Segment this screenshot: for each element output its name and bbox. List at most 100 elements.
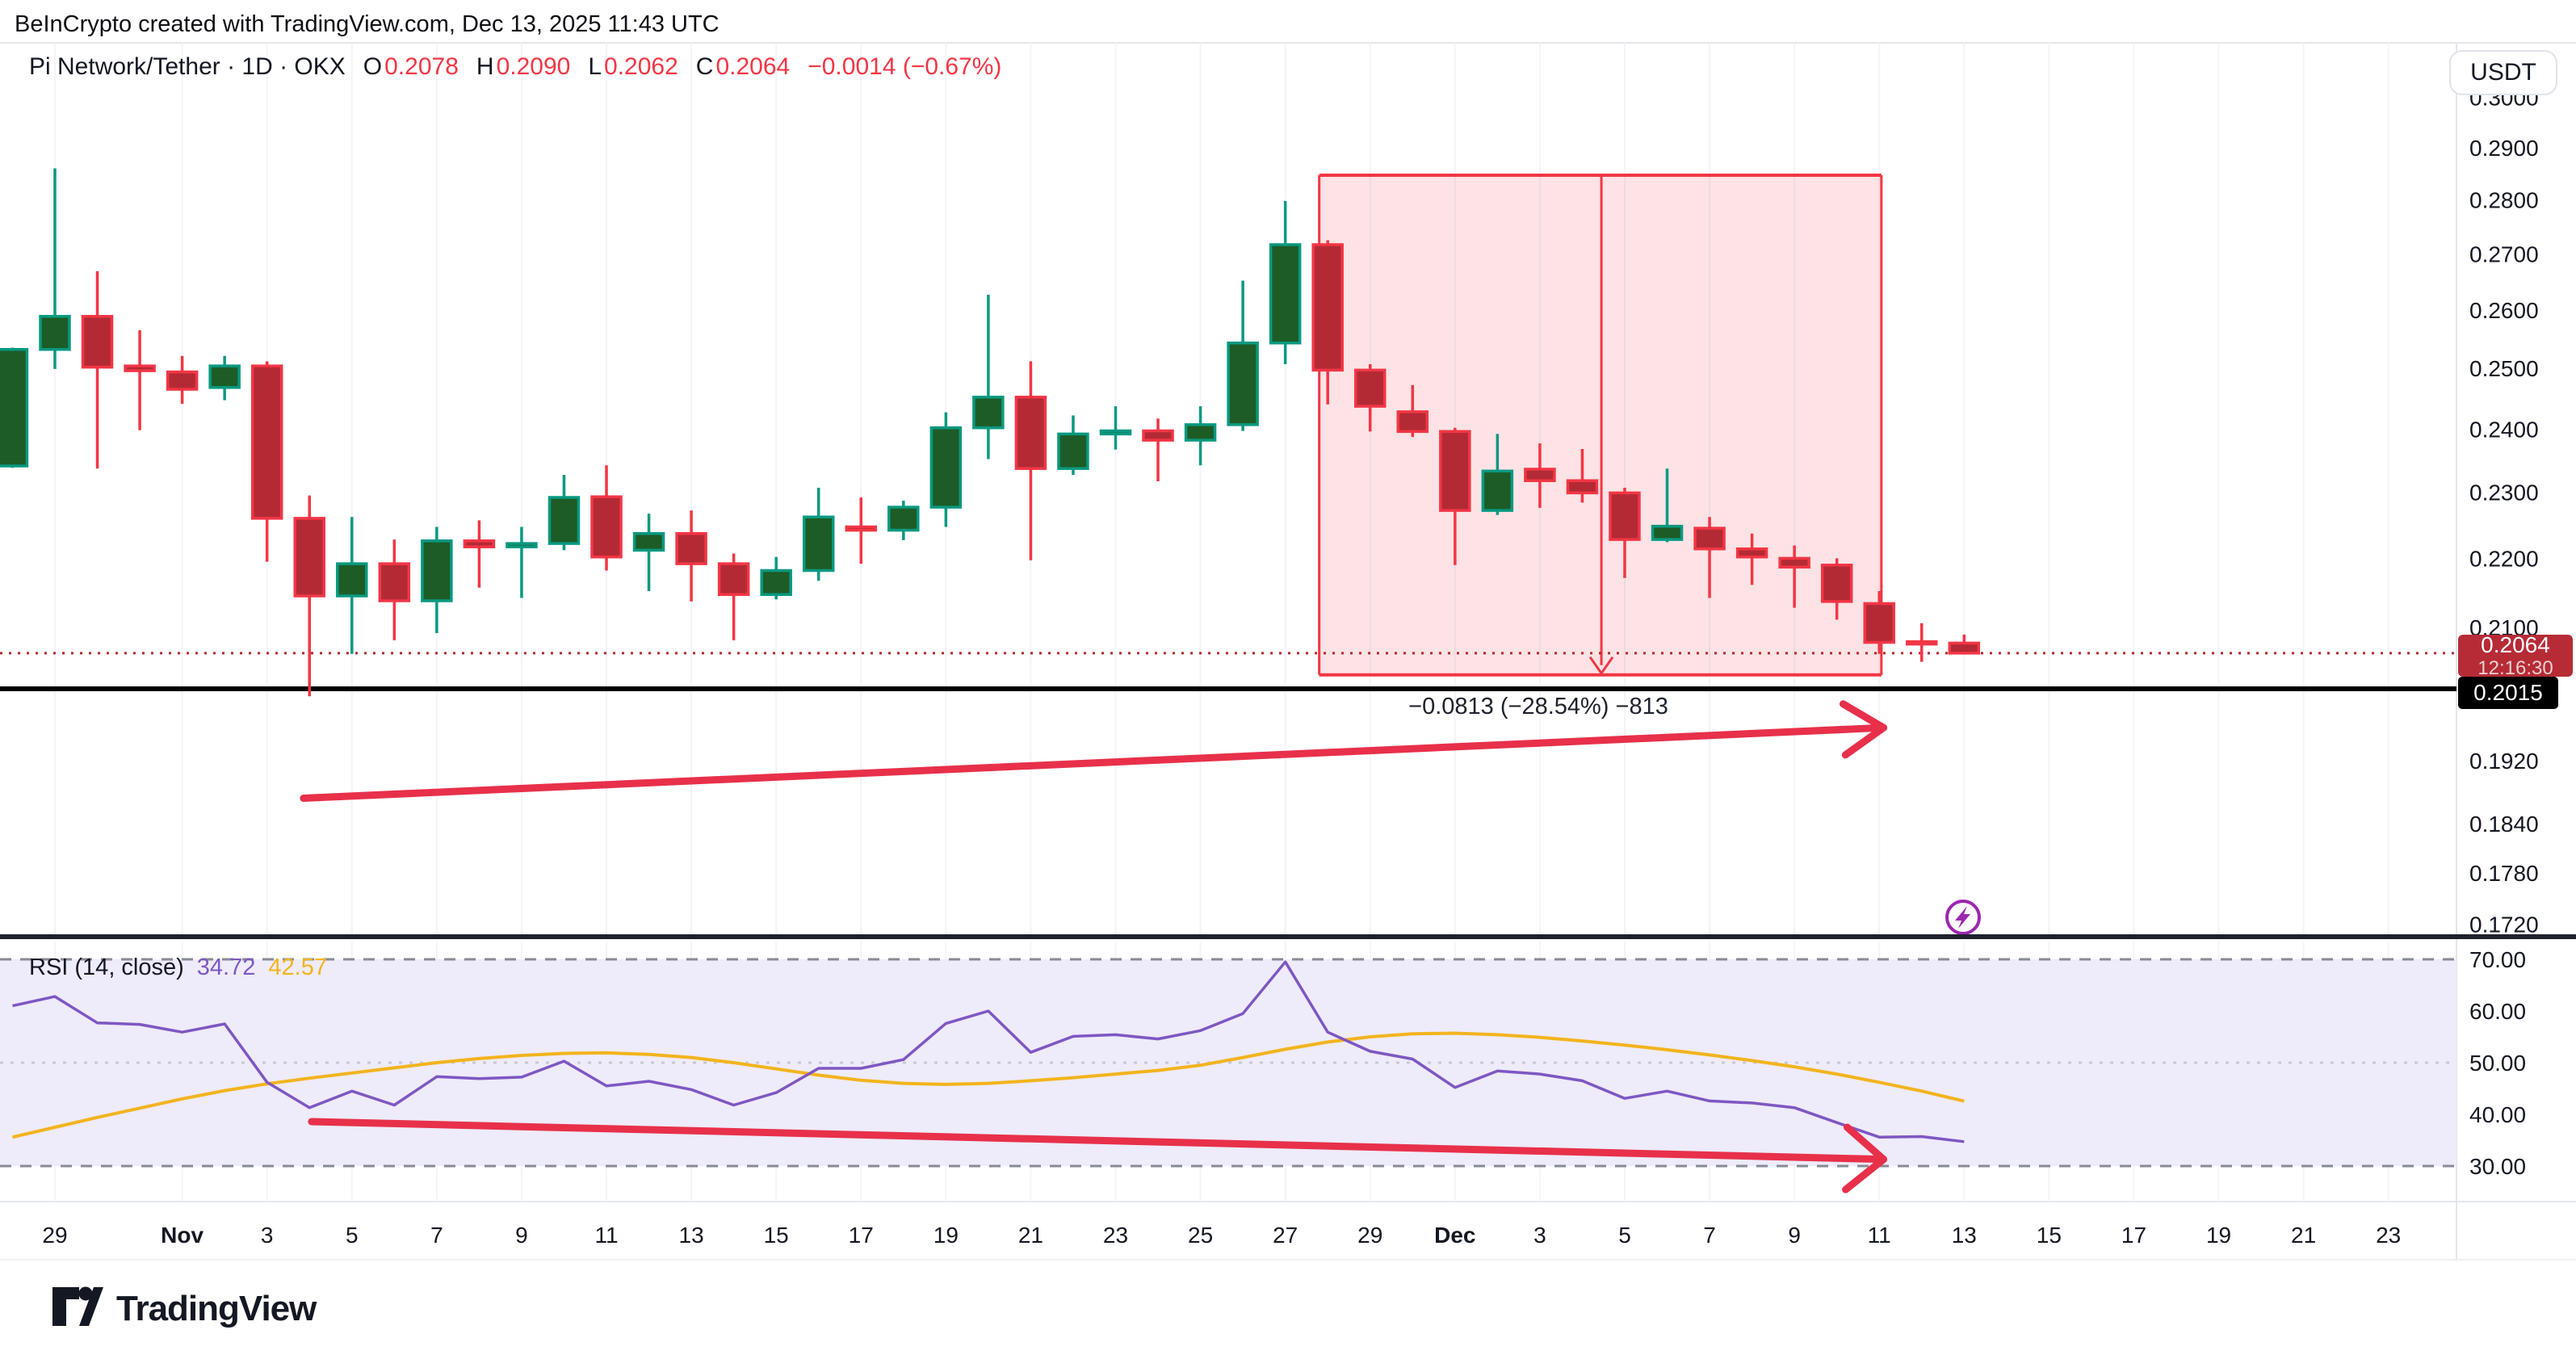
date-tick: 21 <box>1018 1223 1043 1248</box>
candle-body <box>1651 524 1684 541</box>
candle <box>590 465 623 571</box>
rsi-trend-arrow-shaft <box>308 1118 1887 1164</box>
candle-body <box>760 568 792 597</box>
price-axis-labels: 0.30000.29000.28000.27000.26000.25000.24… <box>2469 86 2539 938</box>
rsi-trend-arrow-head <box>1843 1123 1887 1164</box>
rsi-pane <box>0 958 2456 1193</box>
candle-body <box>1609 491 1641 541</box>
candle-body <box>929 426 963 509</box>
price-tick: 0.1720 <box>2469 912 2539 937</box>
candle <box>1184 406 1217 466</box>
rsi-tick: 50.00 <box>2469 1051 2526 1076</box>
date-tick: 3 <box>261 1223 274 1248</box>
price-tick: 0.2800 <box>2469 188 2539 213</box>
candle <box>166 355 199 405</box>
candle <box>1311 240 1344 405</box>
ohlc-open: O 0.2078 <box>363 53 459 80</box>
candle-body <box>250 364 283 520</box>
pane-divider <box>0 934 2576 939</box>
candle-body <box>1439 430 1471 512</box>
level-price-badge: 0.2015 <box>2458 677 2558 709</box>
candle <box>39 168 71 369</box>
candle <box>1778 545 1810 608</box>
candle <box>1863 590 1895 654</box>
date-tick: 9 <box>1788 1223 1801 1248</box>
candle-body <box>1524 468 1556 482</box>
candle-body <box>1353 368 1387 408</box>
rsi-tick: 70.00 <box>2469 947 2526 972</box>
date-tick: 3 <box>1533 1223 1546 1248</box>
candle <box>675 510 707 602</box>
date-tick: 11 <box>1868 1223 1891 1248</box>
candlestick-series <box>0 168 1981 697</box>
candle <box>717 553 750 640</box>
candle <box>1269 200 1302 364</box>
candle-body <box>166 370 199 391</box>
candle-body <box>463 539 496 548</box>
rsi-tick: 40.00 <box>2469 1102 2526 1127</box>
candle-body <box>1906 640 1938 646</box>
candle-body <box>293 517 325 598</box>
candle-body <box>208 364 241 389</box>
candle <box>378 539 411 640</box>
date-tick: 5 <box>346 1223 359 1248</box>
candle-body <box>421 539 453 602</box>
candle <box>929 412 963 527</box>
date-tick: 15 <box>2037 1223 2062 1248</box>
flash-button <box>1945 900 1981 935</box>
tradingview-logo[interactable]: TradingView <box>52 1286 317 1332</box>
candle <box>1609 487 1641 578</box>
rsi-legend[interactable]: RSI (14, close) 34.72 42.57 <box>29 954 327 981</box>
month-tick: Dec <box>1434 1223 1475 1248</box>
candle-body <box>717 562 750 597</box>
candle-body <box>1014 396 1047 470</box>
price-tick: 0.1780 <box>2469 861 2539 886</box>
price-change: −0.0014 (−0.67%) <box>808 53 1002 80</box>
candle <box>887 501 920 540</box>
date-tick: 17 <box>2121 1223 2146 1248</box>
candle <box>1099 406 1132 450</box>
price-tick: 0.2700 <box>2469 242 2539 267</box>
price-trend-arrow-head <box>1839 700 1887 732</box>
price-tick: 0.2500 <box>2469 356 2539 381</box>
candle <box>1057 415 1089 476</box>
date-tick: 7 <box>430 1223 443 1248</box>
measure-arrow-head <box>1588 656 1614 676</box>
candle <box>421 526 453 634</box>
candle-body <box>887 506 920 532</box>
candle-body <box>506 542 538 548</box>
candle <box>1693 517 1726 598</box>
rsi-ma-line <box>12 1031 1965 1139</box>
candle-body <box>336 562 368 598</box>
price-tick: 0.2200 <box>2469 546 2539 571</box>
time-axis-labels: 29 Nov 3 5 7 9 11 13 15 17 19 21 23 25 27 29 Dec 3 5 7 9 11 13… <box>42 1223 2401 1248</box>
rsi-value: 34.72 <box>196 954 256 980</box>
rsi-tick: 30.00 <box>2469 1154 2526 1179</box>
bar-countdown: 12:16:30 <box>2477 657 2553 679</box>
candle-body <box>802 515 835 573</box>
candle-body <box>1269 243 1302 345</box>
rsi-ma-value: 42.57 <box>268 954 327 980</box>
candle <box>463 520 496 588</box>
rsi-legend-title: RSI (14, close) <box>29 954 184 980</box>
rsi-axis-labels: 70.00 60.00 50.00 40.00 30.00 <box>2469 947 2526 1179</box>
currency-unit-button[interactable]: USDT <box>2449 50 2557 95</box>
candle-body <box>1735 547 1768 559</box>
candle-body <box>1693 526 1726 551</box>
price-tick: 0.1920 <box>2469 749 2539 774</box>
date-tick: 9 <box>515 1223 528 1248</box>
candle-body <box>675 531 707 565</box>
candle-body <box>1227 342 1259 426</box>
candle <box>293 495 325 697</box>
date-tick: 23 <box>2376 1223 2401 1248</box>
price-trend-arrow-head <box>1841 724 1887 759</box>
rsi-line <box>12 960 1965 1143</box>
price-annotations: −0.0813 (−28.54%) −813 <box>300 694 1887 803</box>
candle <box>1651 468 1684 543</box>
symbol-title[interactable]: Pi Network/Tether · 1D · OKX <box>29 53 346 80</box>
candle-body <box>1057 432 1089 470</box>
candle <box>336 517 368 654</box>
date-tick: 29 <box>42 1223 67 1248</box>
